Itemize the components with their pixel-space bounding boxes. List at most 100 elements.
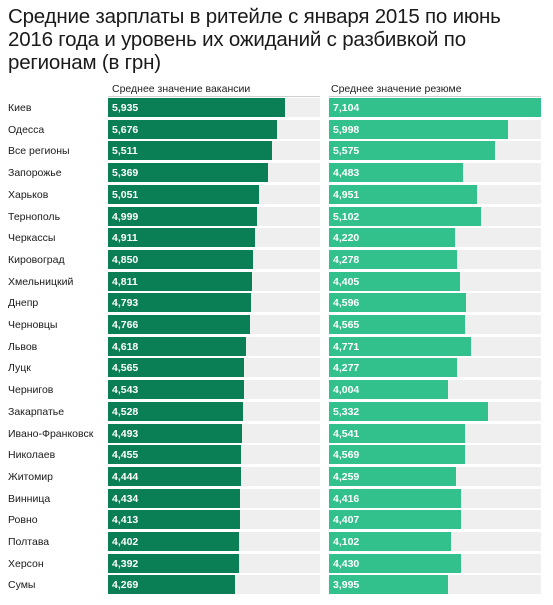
vacancy-bar: 5,369 xyxy=(108,163,268,183)
vacancy-value-label: 4,793 xyxy=(112,297,139,310)
chart-row: Киев 5,935 7,104 xyxy=(0,97,553,119)
resume-bar-track: 4,004 xyxy=(329,380,541,400)
resume-value-label: 5,332 xyxy=(333,405,360,418)
vacancy-value-label: 4,766 xyxy=(112,319,139,331)
vacancy-bar: 4,269 xyxy=(108,575,235,595)
resume-bar-track: 4,220 xyxy=(329,228,541,248)
vacancy-value-label: 4,618 xyxy=(112,340,139,353)
vacancy-value-label: 4,493 xyxy=(112,427,139,440)
resume-bar: 5,102 xyxy=(329,206,481,226)
resume-bar: 5,998 xyxy=(329,119,508,139)
chart-row: Кировоград 4,850 4,278 xyxy=(0,249,553,271)
vacancy-bar: 4,493 xyxy=(108,423,242,443)
chart-row: Все регионы 5,511 5,575 xyxy=(0,140,553,162)
vacancy-bar: 4,793 xyxy=(108,293,251,313)
region-label: Винница xyxy=(8,492,51,505)
vacancy-bar-track: 5,051 xyxy=(108,184,320,204)
vacancy-bar-track: 5,676 xyxy=(108,119,320,139)
vacancy-value-label: 4,413 xyxy=(112,514,139,527)
vacancy-bar-track: 4,618 xyxy=(108,336,320,356)
vacancy-bar-track: 4,444 xyxy=(108,466,320,486)
region-label: Киев xyxy=(8,102,32,114)
vacancy-bar-track: 4,793 xyxy=(108,293,320,313)
resume-column-header: Среднее значение резюме xyxy=(331,83,462,95)
chart-row: Львов 4,618 4,771 xyxy=(0,336,553,358)
vacancy-bar: 4,455 xyxy=(108,445,241,465)
resume-value-label: 4,771 xyxy=(333,340,360,353)
region-label: Херсон xyxy=(8,557,44,570)
vacancy-value-label: 5,369 xyxy=(112,167,139,180)
vacancy-bar-track: 4,565 xyxy=(108,358,320,378)
vacancy-value-label: 5,051 xyxy=(112,188,139,201)
resume-bar-track: 4,541 xyxy=(329,423,541,443)
resume-value-label: 4,569 xyxy=(333,449,360,462)
resume-value-label: 7,104 xyxy=(333,102,360,114)
resume-bar-track: 4,277 xyxy=(329,358,541,378)
resume-bar-track: 4,596 xyxy=(329,293,541,313)
resume-bar: 7,104 xyxy=(329,98,541,117)
vacancy-value-label: 4,911 xyxy=(112,232,138,245)
chart-row: Черкассы 4,911 4,220 xyxy=(0,227,553,249)
resume-value-label: 4,951 xyxy=(333,188,360,201)
chart-row: Херсон 4,392 4,430 xyxy=(0,553,553,575)
vacancy-value-label: 4,455 xyxy=(112,449,139,462)
resume-bar-track: 4,483 xyxy=(329,163,541,183)
resume-value-label: 4,416 xyxy=(333,492,360,505)
resume-bar: 4,951 xyxy=(329,184,477,204)
region-label: Сумы xyxy=(8,579,36,592)
vacancy-bar: 4,999 xyxy=(108,206,257,226)
chart-row: Хмельницкий 4,811 4,405 xyxy=(0,271,553,293)
resume-bar: 5,332 xyxy=(329,401,488,421)
vacancy-column-header: Среднее значение вакансии xyxy=(112,83,251,95)
vacancy-bar: 4,565 xyxy=(108,358,244,378)
region-label: Закарпатье xyxy=(8,405,65,418)
vacancy-value-label: 4,999 xyxy=(112,210,139,223)
region-label: Одесса xyxy=(8,123,45,136)
resume-bar-track: 4,405 xyxy=(329,271,541,291)
vacancy-bar-track: 4,392 xyxy=(108,553,320,573)
region-label: Харьков xyxy=(8,188,49,201)
resume-bar: 4,277 xyxy=(329,358,457,378)
vacancy-bar-track: 4,269 xyxy=(108,575,320,595)
vacancy-bar: 4,811 xyxy=(108,271,252,291)
region-label: Львов xyxy=(8,340,38,353)
vacancy-value-label: 4,850 xyxy=(112,253,139,266)
resume-bar-track: 4,771 xyxy=(329,336,541,356)
resume-bar: 4,278 xyxy=(329,249,457,269)
resume-bar-track: 4,259 xyxy=(329,466,541,486)
vacancy-bar: 4,402 xyxy=(108,532,239,551)
resume-bar: 4,004 xyxy=(329,380,448,400)
chart-row: Закарпатье 4,528 5,332 xyxy=(0,401,553,423)
vacancy-bar-track: 4,413 xyxy=(108,510,320,530)
vacancy-bar: 4,911 xyxy=(108,228,255,248)
resume-value-label: 4,430 xyxy=(333,557,360,570)
resume-bar: 5,575 xyxy=(329,141,495,161)
vacancy-bar-track: 4,528 xyxy=(108,401,320,421)
vacancy-bar-track: 4,455 xyxy=(108,445,320,465)
chart-title: Средние зарплаты в ритейле с января 2015… xyxy=(8,5,501,74)
vacancy-bar-track: 5,935 xyxy=(108,98,320,117)
vacancy-bar: 4,766 xyxy=(108,315,250,334)
vacancy-bar-track: 4,434 xyxy=(108,488,320,508)
vacancy-value-label: 5,676 xyxy=(112,123,139,136)
vacancy-value-label: 4,434 xyxy=(112,492,139,505)
vacancy-bar: 4,618 xyxy=(108,336,246,356)
chart-row: Николаев 4,455 4,569 xyxy=(0,444,553,466)
resume-value-label: 4,565 xyxy=(333,319,360,331)
resume-bar: 4,541 xyxy=(329,423,465,443)
region-label: Все регионы xyxy=(8,145,70,158)
resume-value-label: 4,483 xyxy=(333,167,360,180)
chart-row: Ивано-Франковск 4,493 4,541 xyxy=(0,423,553,445)
chart-row: Черновцы 4,766 4,565 xyxy=(0,314,553,336)
resume-bar-track: 5,102 xyxy=(329,206,541,226)
resume-value-label: 5,998 xyxy=(333,123,360,136)
resume-value-label: 4,259 xyxy=(333,470,360,483)
resume-value-label: 4,407 xyxy=(333,514,360,527)
vacancy-bar: 5,676 xyxy=(108,119,277,139)
resume-bar-track: 3,995 xyxy=(329,575,541,595)
vacancy-bar-track: 4,999 xyxy=(108,206,320,226)
resume-bar: 4,430 xyxy=(329,553,461,573)
vacancy-bar: 4,392 xyxy=(108,553,239,573)
chart-row: Сумы 4,269 3,995 xyxy=(0,574,553,596)
chart-row: Луцк 4,565 4,277 xyxy=(0,357,553,379)
